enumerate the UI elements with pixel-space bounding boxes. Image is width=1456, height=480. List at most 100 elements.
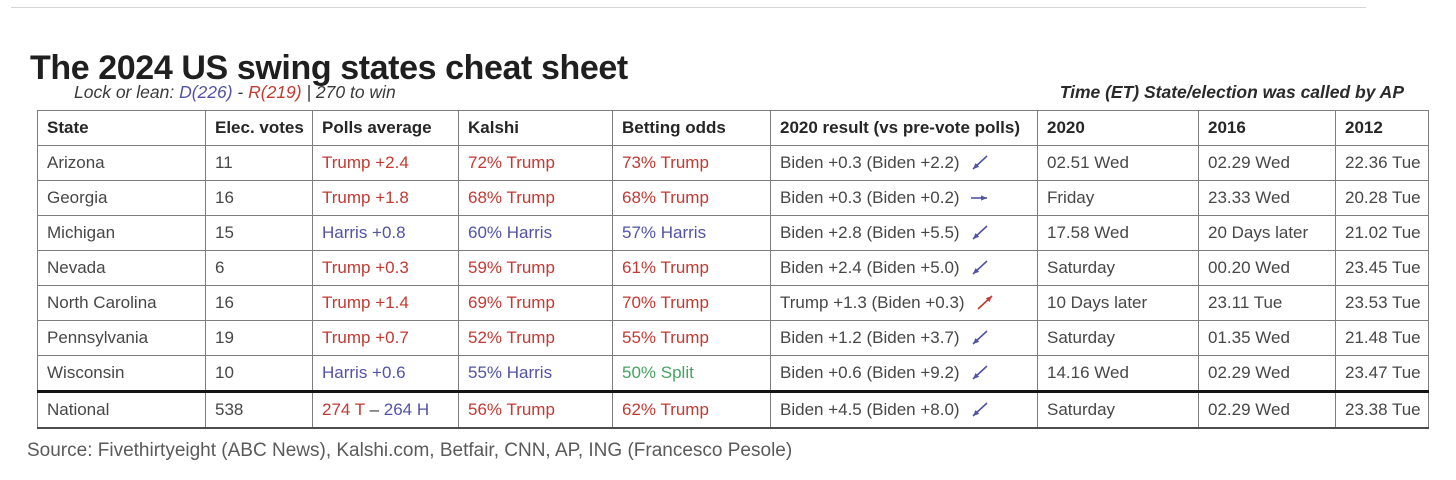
page-title: The 2024 US swing states cheat sheet xyxy=(30,48,628,87)
polls-average-value: Harris +0.8 xyxy=(322,223,406,242)
cell-betting-odds: 57% Harris xyxy=(612,215,771,251)
2020-result-text: Biden +1.2 (Biden +3.7) xyxy=(780,328,960,347)
ap-call-time-note: Time (ET) State/election was called by A… xyxy=(1059,82,1404,102)
cell-state: Georgia xyxy=(37,180,206,216)
cell-polls-average: Trump +1.4 xyxy=(312,285,459,321)
polls-average-value: Trump +0.7 xyxy=(322,328,409,347)
cell-called-2016: 20 Days later xyxy=(1198,215,1336,251)
subtitle-separator: - xyxy=(232,82,249,102)
cell-called-2012: 23.38 Tue xyxy=(1335,390,1429,429)
cell-polls-average: Trump +1.8 xyxy=(312,180,459,216)
table-row: Michigan 15 Harris +0.8 60% Harris 57% Harri… xyxy=(37,215,1429,251)
cell-betting-odds: 73% Trump xyxy=(612,145,771,181)
kalshi-value: 59% Trump xyxy=(468,258,555,277)
cell-called-2012: 20.28 Tue xyxy=(1335,180,1429,216)
cell-called-2016: 02.29 Wed xyxy=(1198,355,1336,392)
2020-result-text: Trump +1.3 (Biden +0.3) xyxy=(780,293,965,312)
2020-result-content: Biden +1.2 (Biden +3.7) xyxy=(780,328,1028,348)
table-row: Pennsylvania 19 Trump +0.7 52% Trump 55% Tru… xyxy=(37,320,1429,356)
polls-average-value: 264 H xyxy=(383,400,430,419)
dem-electoral-count: D(226) xyxy=(179,82,233,102)
cell-polls-average: Trump +0.3 xyxy=(312,250,459,286)
source-attribution: Source: Fivethirtyeight (ABC News), Kals… xyxy=(27,440,793,461)
column-header: 2020 result (vs pre-vote polls) xyxy=(770,110,1038,146)
betting-odds-value: 62% Trump xyxy=(622,400,709,419)
2020-result-content: Biden +4.5 (Biden +8.0) xyxy=(780,400,1028,420)
cell-electoral-votes: 19 xyxy=(205,320,313,356)
kalshi-value: 72% Trump xyxy=(468,153,555,172)
betting-odds-value: 73% Trump xyxy=(622,153,709,172)
cell-called-2020: Saturday xyxy=(1037,320,1199,356)
polls-average-value: 274 T xyxy=(322,400,365,419)
column-header: Kalshi xyxy=(458,110,613,146)
cell-state: National xyxy=(37,390,206,429)
cell-called-2020: 02.51 Wed xyxy=(1037,145,1199,181)
cell-called-2016: 01.35 Wed xyxy=(1198,320,1336,356)
cell-2020-result: Biden +4.5 (Biden +8.0) xyxy=(770,390,1038,429)
kalshi-value: 68% Trump xyxy=(468,188,555,207)
cell-kalshi: 60% Harris xyxy=(458,215,613,251)
cell-electoral-votes: 16 xyxy=(205,180,313,216)
betting-odds-value: 55% Trump xyxy=(622,328,709,347)
cell-betting-odds: 61% Trump xyxy=(612,250,771,286)
cell-state: Arizona xyxy=(37,145,206,181)
betting-odds-value: 50% Split xyxy=(622,363,694,382)
cell-called-2012: 23.53 Tue xyxy=(1335,285,1429,321)
cell-polls-average: 274 T – 264 H xyxy=(312,390,459,429)
polls-average-value: – xyxy=(364,400,384,419)
2020-result-text: Biden +4.5 (Biden +8.0) xyxy=(780,400,960,419)
2020-result-content: Biden +2.8 (Biden +5.5) xyxy=(780,223,1028,243)
cell-electoral-votes: 16 xyxy=(205,285,313,321)
cell-state: Pennsylvania xyxy=(37,320,206,356)
cell-polls-average: Harris +0.8 xyxy=(312,215,459,251)
column-header: 2016 xyxy=(1198,110,1336,146)
cell-kalshi: 69% Trump xyxy=(458,285,613,321)
2020-result-content: Biden +0.6 (Biden +9.2) xyxy=(780,363,1028,383)
kalshi-value: 52% Trump xyxy=(468,328,555,347)
header-row: State Elec. votes Polls average Kalshi Betti… xyxy=(37,110,1429,146)
cell-state: Wisconsin xyxy=(37,355,206,392)
polls-average-value: Trump +0.3 xyxy=(322,258,409,277)
trend-down-left-arrow-icon xyxy=(972,330,988,345)
betting-odds-value: 57% Harris xyxy=(622,223,707,242)
cell-electoral-votes: 11 xyxy=(205,145,313,181)
cell-2020-result: Trump +1.3 (Biden +0.3) xyxy=(770,285,1038,321)
cell-betting-odds: 55% Trump xyxy=(612,320,771,356)
cell-2020-result: Biden +0.3 (Biden +0.2) xyxy=(770,180,1038,216)
column-header: 2012 xyxy=(1335,110,1429,146)
cell-state: Nevada xyxy=(37,250,206,286)
cell-polls-average: Trump +2.4 xyxy=(312,145,459,181)
2020-result-content: Biden +2.4 (Biden +5.0) xyxy=(780,258,1028,278)
subtitle-row: Lock or lean: D(226) - R(219) | 270 to w… xyxy=(37,82,1428,103)
column-header: 2020 xyxy=(1037,110,1199,146)
cell-called-2012: 23.47 Tue xyxy=(1335,355,1429,392)
table-row: National 538 274 T – 264 H 56% Trump 62% Tru… xyxy=(37,390,1429,429)
cell-2020-result: Biden +0.3 (Biden +2.2) xyxy=(770,145,1038,181)
cell-2020-result: Biden +2.4 (Biden +5.0) xyxy=(770,250,1038,286)
cell-kalshi: 59% Trump xyxy=(458,250,613,286)
trend-down-left-arrow-icon xyxy=(972,225,988,240)
cell-called-2012: 23.45 Tue xyxy=(1335,250,1429,286)
rep-electoral-count: R(219) xyxy=(248,82,302,102)
betting-odds-value: 70% Trump xyxy=(622,293,709,312)
cell-kalshi: 55% Harris xyxy=(458,355,613,392)
2020-result-text: Biden +2.8 (Biden +5.5) xyxy=(780,223,960,242)
cell-called-2020: Saturday xyxy=(1037,250,1199,286)
table-row: Georgia 16 Trump +1.8 68% Trump 68% Trump Bid… xyxy=(37,180,1429,216)
cell-2020-result: Biden +2.8 (Biden +5.5) xyxy=(770,215,1038,251)
polls-average-value: Trump +1.8 xyxy=(322,188,409,207)
trend-up-right-arrow-icon xyxy=(977,295,993,310)
cell-state: Michigan xyxy=(37,215,206,251)
cell-electoral-votes: 15 xyxy=(205,215,313,251)
2020-result-content: Biden +0.3 (Biden +0.2) xyxy=(780,188,1028,208)
cell-kalshi: 68% Trump xyxy=(458,180,613,216)
kalshi-value: 55% Harris xyxy=(468,363,553,382)
betting-odds-value: 68% Trump xyxy=(622,188,709,207)
2020-result-text: Biden +2.4 (Biden +5.0) xyxy=(780,258,960,277)
betting-odds-value: 61% Trump xyxy=(622,258,709,277)
lock-or-lean-label: Lock or lean: xyxy=(74,82,180,102)
trend-down-left-arrow-icon xyxy=(972,365,988,380)
table-row: Arizona 11 Trump +2.4 72% Trump 73% Trump Bid… xyxy=(37,145,1429,181)
table-row: North Carolina 16 Trump +1.4 69% Trump 70% T… xyxy=(37,285,1429,321)
cell-kalshi: 52% Trump xyxy=(458,320,613,356)
